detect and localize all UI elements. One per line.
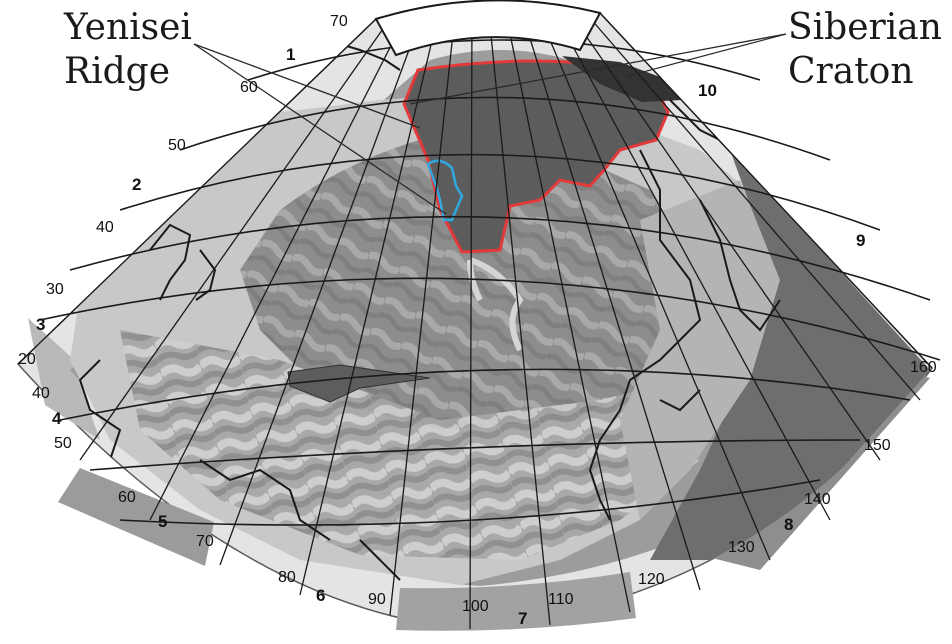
edge-label-50-bottom: 50 (54, 435, 72, 452)
zone-number-7: 7 (518, 609, 527, 628)
edge-label-30: 30 (46, 281, 64, 298)
edge-label-90: 90 (368, 591, 386, 608)
siberian-craton-label-line2: Craton (788, 51, 914, 92)
river-lines (467, 257, 524, 352)
yenisei-ridge-label-line1: Yenisei (64, 7, 192, 48)
edge-label-70-top: 70 (330, 13, 348, 30)
edge-label-20: 20 (18, 351, 36, 368)
edge-label-70-bottom: 70 (196, 533, 214, 550)
edge-label-40-bottom: 40 (32, 385, 50, 402)
north-cap (374, 0, 602, 57)
edge-label-150: 150 (864, 437, 891, 454)
yenisei-ridge-label: Yenisei Ridge (64, 6, 192, 94)
siberian-craton-label-line1: Siberian (788, 7, 942, 48)
edge-label-160: 160 (910, 359, 937, 376)
edge-label-110: 110 (548, 591, 574, 608)
edge-label-100: 100 (462, 598, 489, 615)
zone-numbers: 1 2 3 4 5 6 7 8 9 10 (36, 45, 865, 628)
landmass-south (120, 330, 720, 560)
coastlines (78, 42, 781, 581)
zone-number-3: 3 (36, 315, 45, 334)
zone-number-2: 2 (132, 175, 141, 194)
zone-number-4: 4 (52, 409, 62, 428)
siberian-craton-label: Siberian Craton (788, 6, 942, 94)
zone-number-5: 5 (158, 512, 167, 531)
east-coast-band (620, 180, 780, 520)
zone-number-9: 9 (856, 231, 865, 250)
edge-label-130: 130 (728, 539, 755, 556)
zone-number-1: 1 (286, 45, 295, 64)
edge-label-50-top: 50 (168, 137, 186, 154)
yenisei-ridge-label-line2: Ridge (64, 51, 171, 92)
zone-number-8: 8 (784, 515, 793, 534)
edge-label-120: 120 (638, 571, 665, 588)
callout-leaders (193, 33, 787, 215)
edge-labels: 70 60 50 40 30 20 40 50 60 70 80 90 100 … (18, 13, 937, 615)
zone-number-6: 6 (316, 586, 325, 605)
edge-label-40-top: 40 (96, 219, 114, 236)
edge-label-60-top: 60 (240, 79, 258, 96)
edge-label-60-bottom: 60 (118, 489, 136, 506)
yenisei-ridge-region (426, 159, 464, 222)
edge-label-140: 140 (804, 491, 831, 508)
zone-number-10: 10 (698, 81, 717, 100)
east-dark-zone (650, 150, 930, 560)
edge-label-80: 80 (278, 569, 296, 586)
graticule-meridians (17, 4, 933, 630)
